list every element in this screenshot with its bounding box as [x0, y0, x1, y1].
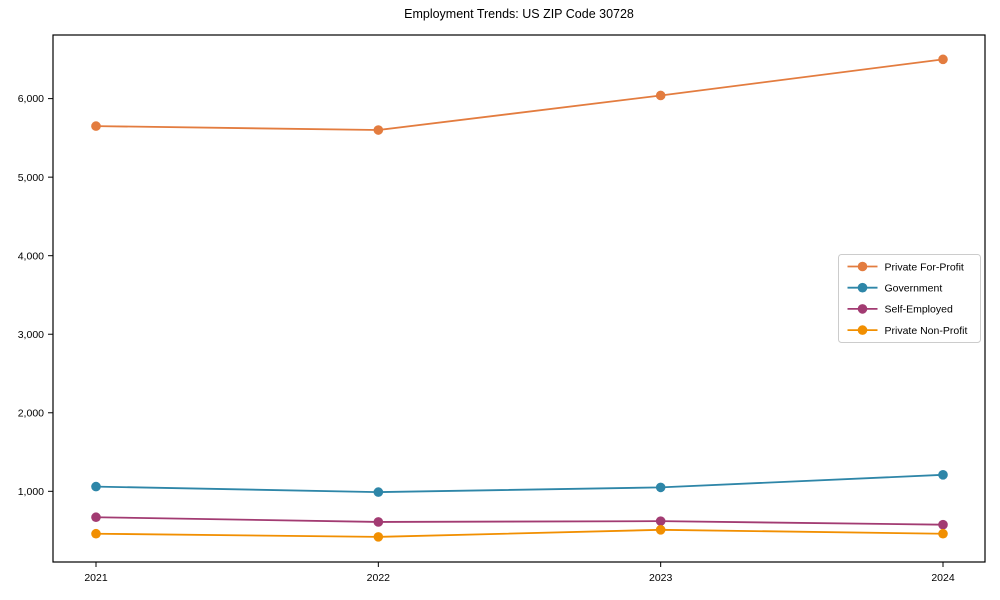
series-line-government	[95, 473, 944, 493]
y-tick-label: 1,000	[18, 486, 44, 498]
y-tick-label: 3,000	[18, 329, 44, 341]
y-tick-label: 2,000	[18, 407, 44, 419]
y-tick-label: 5,000	[18, 172, 44, 184]
chart-title: Employment Trends: US ZIP Code 30728	[404, 7, 634, 21]
data-point-self-employed-2021	[91, 512, 101, 523]
legend-marker-icon-government	[857, 282, 868, 293]
legend-box	[838, 254, 981, 343]
legend-label-private-non-profit: Private Non-Profit	[885, 325, 968, 337]
data-point-private-non-profit-2022	[373, 532, 384, 542]
data-point-private-for-profit-2021	[91, 121, 101, 131]
data-point-self-employed-2022	[373, 517, 384, 527]
data-point-self-employed-2023	[655, 516, 666, 526]
x-tick-label: 2021	[84, 572, 108, 584]
legend-label-private-for-profit: Private For-Profit	[885, 261, 964, 273]
data-point-private-non-profit-2024	[938, 528, 948, 539]
data-point-government-2021	[91, 481, 101, 492]
legend-label-government: Government	[885, 283, 943, 295]
legend-marker-icon-private-for-profit	[857, 261, 868, 272]
series-line-self-employed	[95, 516, 944, 526]
legend-label-self-employed: Self-Employed	[885, 304, 953, 316]
data-point-government-2024	[938, 470, 948, 480]
data-point-private-for-profit-2022	[373, 125, 384, 135]
legend-marker-icon-private-non-profit	[857, 325, 868, 335]
x-tick-label: 2024	[931, 572, 955, 584]
data-point-private-non-profit-2021	[91, 528, 101, 539]
data-point-private-non-profit-2023	[655, 524, 666, 535]
y-tick-label: 6,000	[18, 93, 44, 105]
series-line-private-for-profit	[95, 58, 944, 131]
data-point-government-2022	[373, 487, 384, 497]
data-point-self-employed-2024	[938, 519, 948, 530]
plot-border	[52, 34, 986, 563]
data-point-private-for-profit-2023	[655, 90, 666, 101]
data-point-government-2023	[655, 482, 666, 493]
data-point-private-for-profit-2024	[938, 54, 948, 65]
x-tick-label: 2023	[649, 572, 673, 584]
series-line-private-non-profit	[95, 528, 944, 538]
legend-marker-icon-self-employed	[857, 304, 868, 314]
x-tick-label: 2022	[367, 572, 391, 584]
y-tick-label: 4,000	[18, 250, 44, 262]
